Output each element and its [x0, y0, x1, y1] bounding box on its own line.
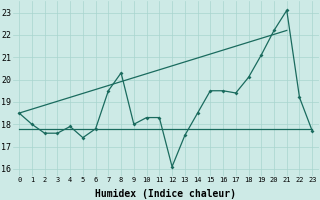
X-axis label: Humidex (Indice chaleur): Humidex (Indice chaleur): [95, 189, 236, 199]
